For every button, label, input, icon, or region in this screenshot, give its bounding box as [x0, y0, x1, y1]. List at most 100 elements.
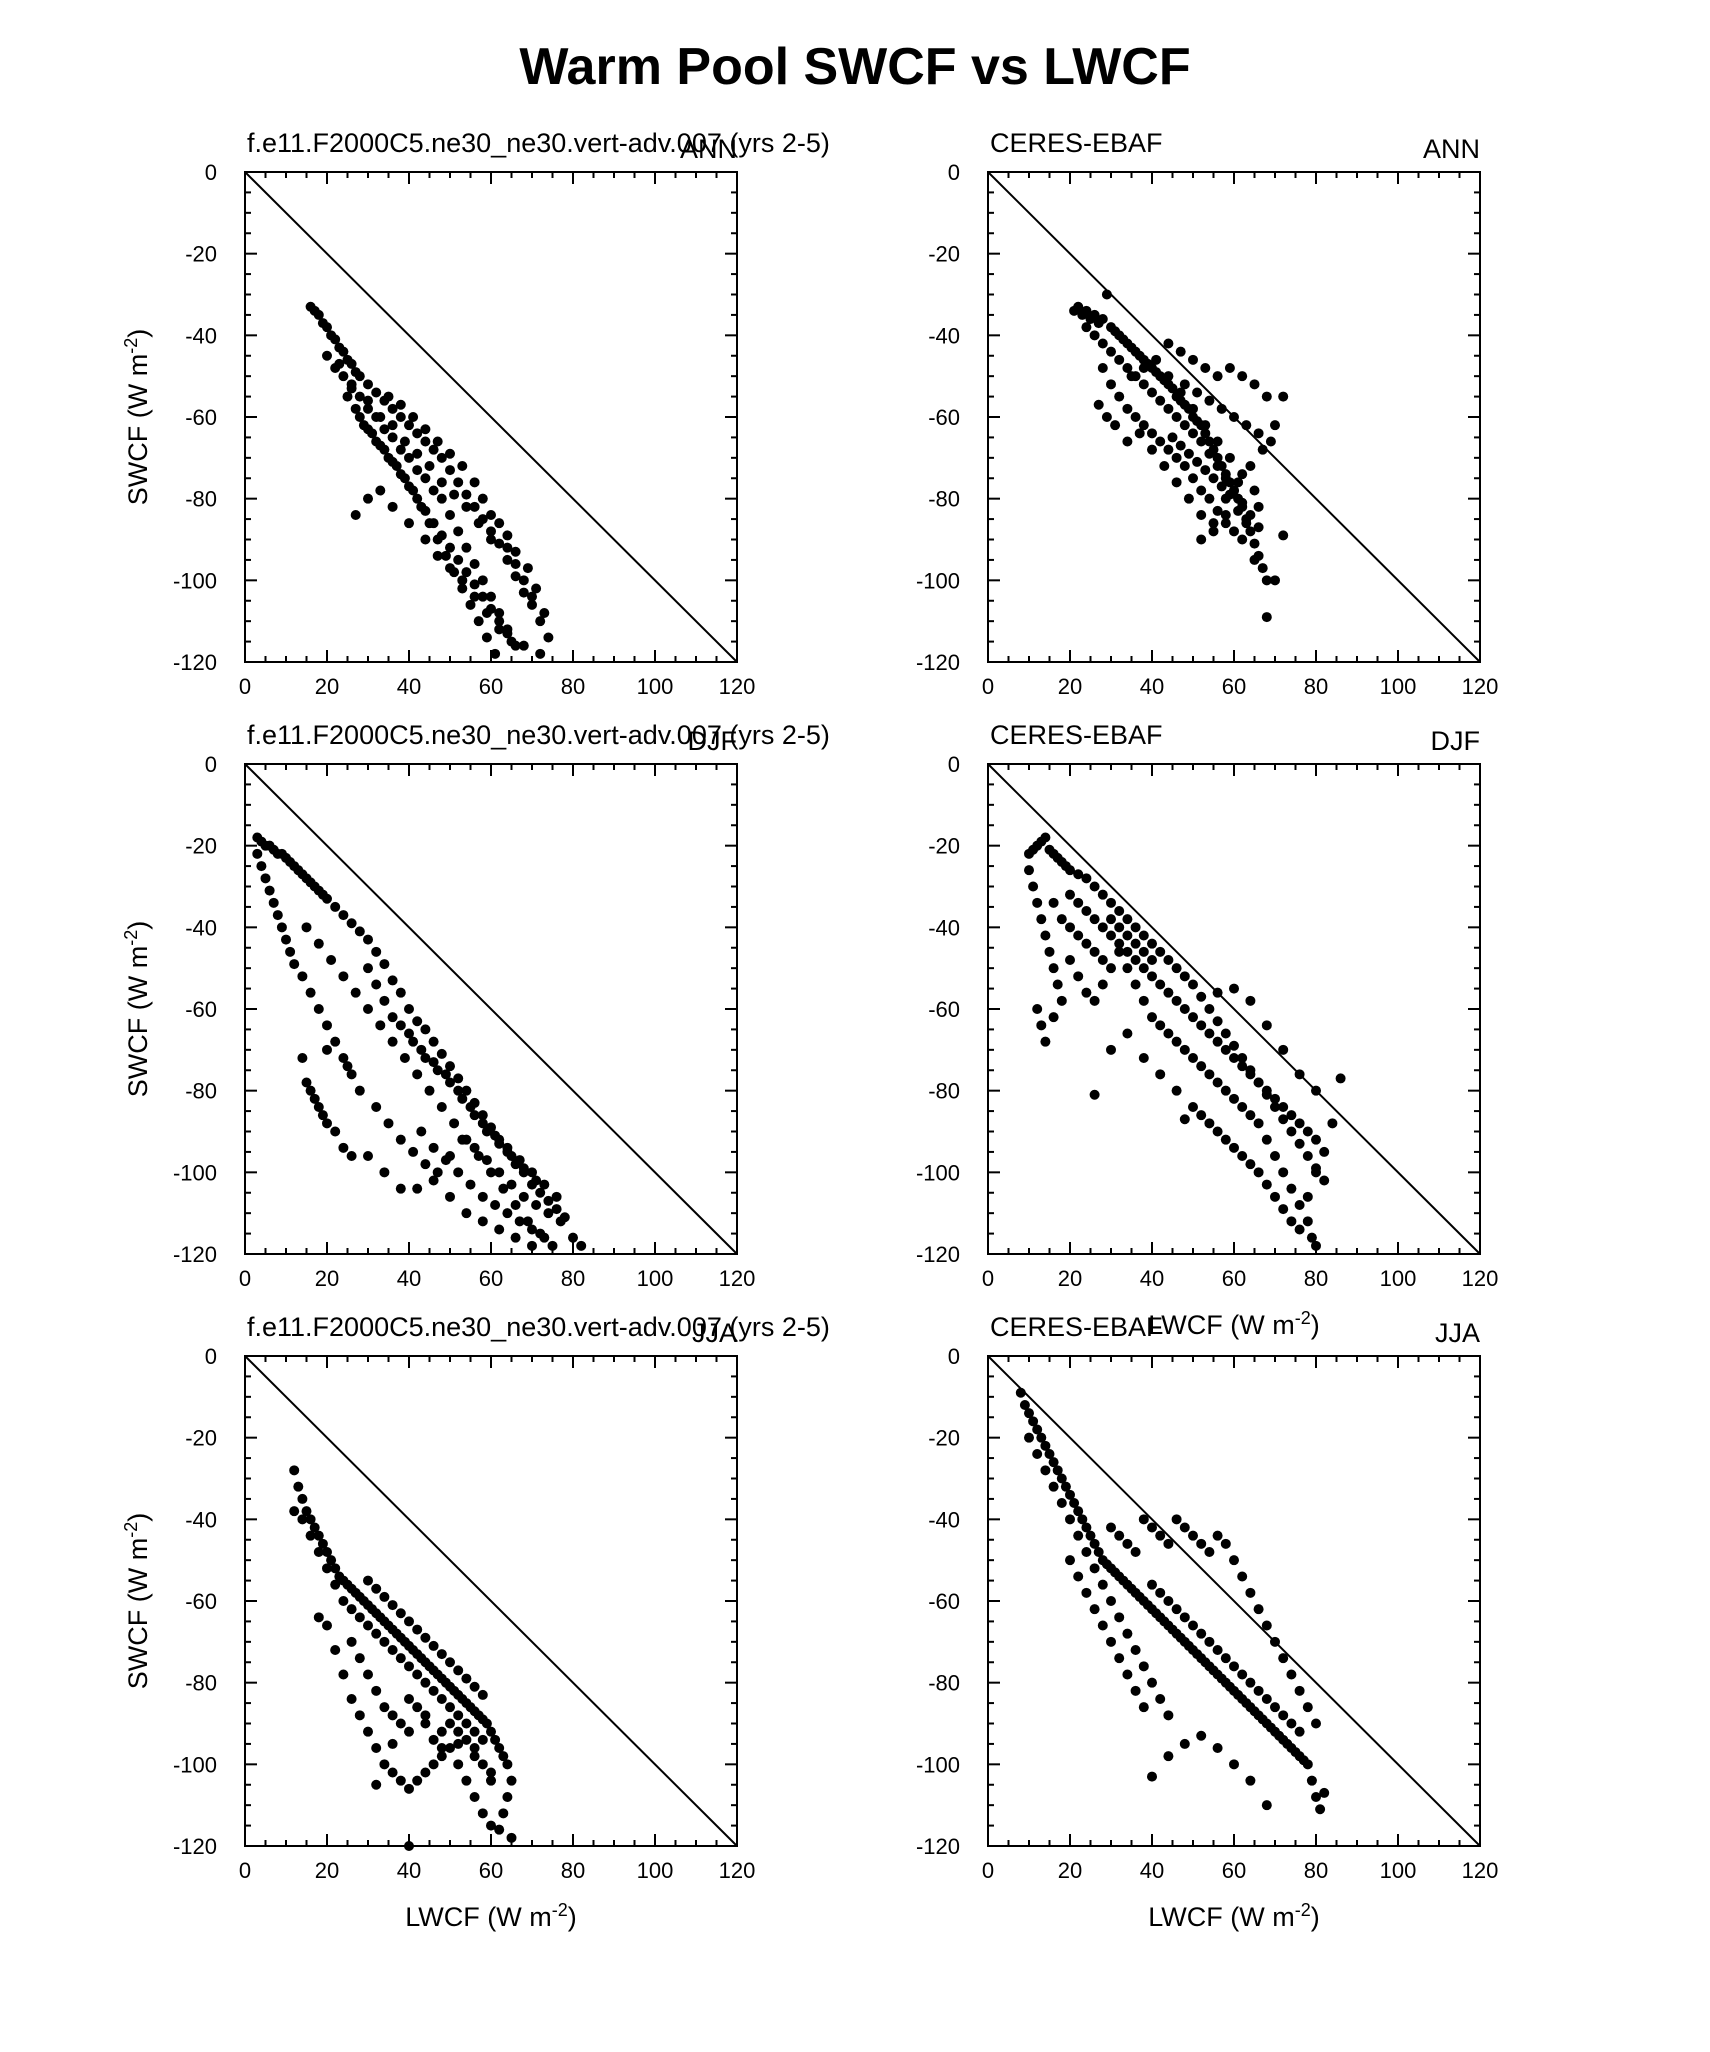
- data-point: [387, 501, 398, 512]
- data-point: [486, 510, 496, 520]
- data-point: [445, 1657, 455, 1668]
- data-point: [1073, 301, 1084, 312]
- data-point: [1200, 363, 1211, 373]
- data-point: [412, 1702, 423, 1713]
- data-point: [1052, 1465, 1063, 1476]
- data-point: [1196, 510, 1207, 520]
- y-tick-label: 0: [948, 1344, 960, 1369]
- data-point: [477, 1734, 488, 1745]
- data-point: [412, 1624, 423, 1635]
- panel-obs-ann: CERES-EBAF ANN 0 20 40 60 80 100 120 0 -20 -40 -60 -8…: [916, 128, 1498, 699]
- data-point: [1286, 1110, 1297, 1121]
- data-point: [289, 1465, 300, 1476]
- data-point: [506, 636, 517, 647]
- data-point: [1097, 314, 1108, 324]
- data-point: [445, 1061, 455, 1072]
- data-point: [1089, 1563, 1100, 1574]
- data-point: [1167, 432, 1178, 443]
- data-point: [322, 1547, 332, 1557]
- panel-obs-djf: CERES-EBAF DJF 0 20 40 60 80 100 120 0 -20 -40 -60 -8…: [916, 720, 1498, 1340]
- data-point: [1138, 363, 1149, 373]
- data-point: [457, 583, 468, 594]
- data-point: [432, 1065, 443, 1076]
- data-point: [1126, 371, 1137, 382]
- data-point: [1081, 1522, 1092, 1533]
- data-point: [1233, 505, 1244, 516]
- data-point: [346, 358, 357, 369]
- data-point: [412, 448, 423, 459]
- data-point: [387, 1600, 398, 1611]
- data-point: [1237, 1061, 1248, 1072]
- data-point: [346, 1636, 357, 1647]
- data-point: [428, 1640, 439, 1651]
- data-point: [1155, 1020, 1166, 1031]
- data-point: [387, 1710, 398, 1721]
- data-point: [1081, 987, 1092, 998]
- data-point: [1294, 1200, 1305, 1210]
- data-point: [326, 955, 337, 965]
- data-point: [477, 591, 488, 602]
- data-point: [473, 518, 484, 529]
- data-point: [428, 1175, 439, 1186]
- data-point: [1122, 403, 1133, 414]
- data-point: [1040, 930, 1051, 941]
- data-point: [1261, 1800, 1272, 1811]
- data-point: [428, 485, 439, 496]
- data-point: [1081, 305, 1092, 316]
- data-point: [1114, 1530, 1125, 1541]
- data-point: [436, 1743, 447, 1753]
- data-point: [346, 379, 357, 390]
- data-point: [1183, 448, 1194, 459]
- data-point: [1085, 1530, 1096, 1541]
- data-point: [371, 1743, 382, 1753]
- data-point: [1089, 1604, 1100, 1615]
- data-point: [477, 1759, 488, 1770]
- data-point: [1237, 1102, 1248, 1112]
- x-tick-label: 20: [315, 674, 339, 699]
- data-point: [461, 1208, 472, 1219]
- data-point: [1270, 420, 1280, 431]
- data-point: [1311, 1718, 1321, 1729]
- data-point: [256, 861, 267, 872]
- data-point: [1089, 946, 1100, 957]
- data-point: [1101, 412, 1112, 422]
- data-point: [1302, 1151, 1313, 1161]
- data-point: [1114, 946, 1125, 957]
- data-point: [412, 1669, 423, 1680]
- x-tick-label: 120: [719, 1266, 756, 1291]
- data-point: [371, 1685, 382, 1696]
- data-point: [543, 1208, 554, 1219]
- data-point: [1032, 897, 1043, 908]
- data-point: [1245, 1110, 1256, 1121]
- data-point: [1036, 1432, 1047, 1443]
- data-point: [445, 1718, 455, 1729]
- y-tick-label: -40: [928, 323, 960, 348]
- data-point: [264, 885, 275, 896]
- data-point: [354, 371, 365, 382]
- data-point: [379, 444, 390, 455]
- data-point: [1261, 1020, 1272, 1031]
- data-point: [1237, 1571, 1248, 1582]
- y-tick-label: 0: [205, 160, 217, 185]
- data-point: [387, 456, 398, 467]
- data-point: [420, 534, 431, 545]
- data-point: [535, 616, 546, 627]
- y-tick-label: -100: [173, 1752, 217, 1777]
- data-point: [395, 1183, 406, 1194]
- data-point: [502, 1792, 513, 1802]
- data-point: [436, 1694, 447, 1704]
- y-axis-title: SWCF (W m-2): [121, 921, 153, 1097]
- data-point: [1056, 914, 1067, 925]
- data-point: [1212, 1743, 1223, 1753]
- panel-title-left: CERES-EBAF: [990, 720, 1163, 750]
- data-point: [1052, 979, 1063, 990]
- data-point: [297, 1514, 308, 1525]
- data-point: [1261, 1179, 1272, 1190]
- data-point: [1249, 554, 1260, 565]
- data-point: [539, 608, 550, 618]
- data-point: [481, 1718, 492, 1729]
- data-point: [1253, 1167, 1264, 1178]
- data-point: [1147, 387, 1157, 398]
- data-point: [301, 1506, 312, 1517]
